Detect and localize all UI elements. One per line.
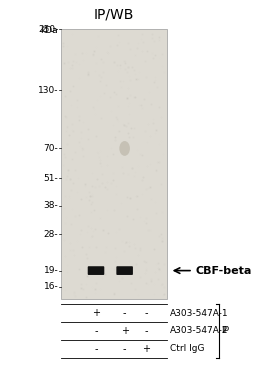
- Bar: [61, 29, 167, 299]
- Text: 28-: 28-: [44, 230, 58, 239]
- Text: 19-: 19-: [44, 266, 58, 275]
- Ellipse shape: [119, 141, 130, 156]
- Text: 51-: 51-: [44, 173, 58, 183]
- FancyBboxPatch shape: [88, 266, 104, 275]
- Text: Ctrl IgG: Ctrl IgG: [170, 344, 204, 353]
- Text: +: +: [92, 308, 100, 318]
- Text: 70-: 70-: [44, 144, 58, 153]
- Text: +: +: [142, 344, 150, 354]
- FancyBboxPatch shape: [116, 266, 133, 275]
- Text: kDa: kDa: [40, 26, 58, 35]
- Text: A303-547A-2: A303-547A-2: [170, 327, 228, 335]
- Text: -: -: [144, 308, 148, 318]
- Text: 250-: 250-: [38, 25, 58, 34]
- Text: IP: IP: [221, 327, 229, 335]
- Text: -: -: [94, 344, 98, 354]
- Text: -: -: [94, 326, 98, 336]
- Text: 16-: 16-: [44, 282, 58, 291]
- Text: 130-: 130-: [38, 86, 58, 95]
- Text: -: -: [144, 326, 148, 336]
- Text: +: +: [121, 326, 129, 336]
- Text: -: -: [123, 344, 126, 354]
- Text: 38-: 38-: [44, 201, 58, 210]
- Text: -: -: [123, 308, 126, 318]
- Text: CBF-beta: CBF-beta: [196, 265, 252, 275]
- Text: IP/WB: IP/WB: [94, 7, 134, 21]
- Text: A303-547A-1: A303-547A-1: [170, 309, 228, 317]
